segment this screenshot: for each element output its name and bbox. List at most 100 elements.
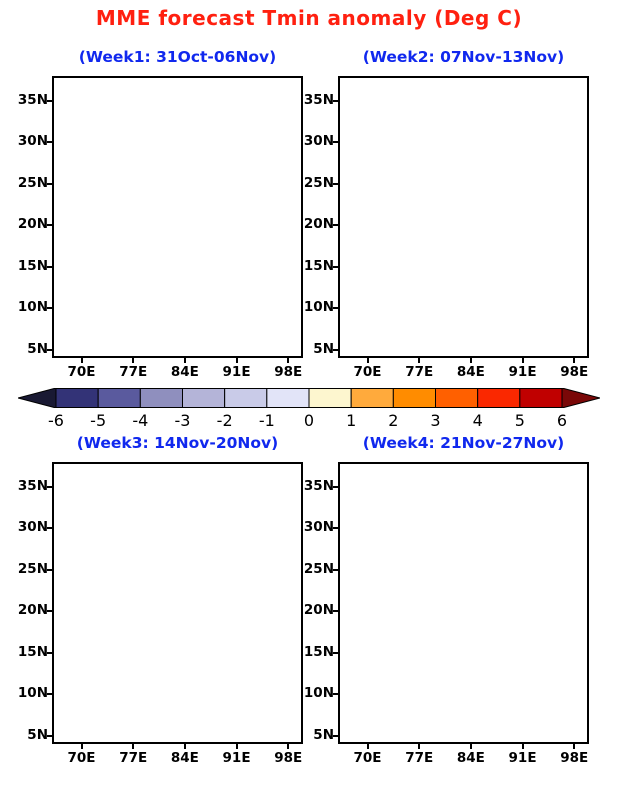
colorbar-tick-label: -1	[258, 411, 275, 430]
y-axis-tick-mark	[333, 651, 339, 654]
x-axis-tick-label: 84E	[456, 364, 485, 380]
x-axis-tick-label: 70E	[67, 364, 96, 380]
y-axis-tick-label: 35N	[17, 91, 48, 108]
x-axis-tick-mark	[366, 357, 369, 363]
x-axis-tick-label: 98E	[560, 750, 589, 766]
y-axis-tick-mark	[333, 99, 339, 102]
y-axis-tick-mark	[333, 224, 339, 227]
colorbar-tick-label: 1	[346, 411, 357, 430]
y-axis-tick-mark	[47, 610, 53, 613]
x-axis-tick-label: 91E	[508, 364, 537, 380]
map-panel-week1	[52, 76, 303, 358]
y-axis-tick-mark	[333, 265, 339, 268]
colorbar-tick-label: -2	[216, 411, 233, 430]
y-axis-tick-label: 25N	[303, 560, 334, 577]
y-axis-tick-mark	[47, 99, 53, 102]
panel-title-week1: (Week1: 31Oct-06Nov)	[78, 48, 277, 66]
y-axis-tick-mark	[47, 182, 53, 185]
x-axis-tick-mark	[469, 743, 472, 749]
x-axis-tick-label: 91E	[222, 750, 251, 766]
x-axis-tick-label: 70E	[67, 750, 96, 766]
x-axis-tick-mark	[366, 743, 369, 749]
y-axis-tick-mark	[333, 610, 339, 613]
y-axis-tick-label: 35N	[303, 91, 334, 108]
x-axis-tick-label: 91E	[508, 750, 537, 766]
x-axis-tick-mark	[573, 743, 576, 749]
plot-frame	[338, 462, 589, 744]
y-axis-tick-label: 25N	[303, 174, 334, 191]
y-axis-tick-label: 20N	[17, 602, 48, 619]
y-axis-tick-mark	[333, 527, 339, 530]
y-axis-tick-mark	[47, 651, 53, 654]
y-axis-tick-mark	[47, 693, 53, 696]
y-axis-tick-label: 5N	[313, 726, 334, 743]
plot-frame	[52, 462, 303, 744]
x-axis-tick-label: 77E	[119, 750, 148, 766]
y-axis-tick-label: 15N	[303, 257, 334, 274]
figure-title: MME forecast Tmin anomaly (Deg C)	[95, 6, 523, 30]
map-panel-week2	[338, 76, 589, 358]
y-axis-tick-mark	[47, 141, 53, 144]
x-axis-tick-label: 98E	[560, 364, 589, 380]
y-axis-tick-label: 10N	[303, 685, 334, 702]
panel-title-week2: (Week2: 07Nov-13Nov)	[362, 48, 565, 66]
y-axis-tick-mark	[333, 307, 339, 310]
y-axis-tick-label: 10N	[17, 685, 48, 702]
colorbar-tick-label: 0	[303, 411, 315, 430]
colorbar	[16, 387, 602, 409]
x-axis-tick-mark	[235, 357, 238, 363]
x-axis-tick-mark	[132, 357, 135, 363]
x-axis-tick-mark	[418, 743, 421, 749]
y-axis-tick-mark	[47, 527, 53, 530]
y-axis-tick-label: 30N	[303, 519, 334, 536]
colorbar-tick-label: 2	[388, 411, 399, 430]
colorbar-tick-label: 5	[514, 411, 525, 430]
y-axis-tick-mark	[47, 224, 53, 227]
y-axis-tick-label: 20N	[303, 602, 334, 619]
map-panel-week4	[338, 462, 589, 744]
x-axis-tick-mark	[80, 357, 83, 363]
x-axis-tick-label: 77E	[405, 750, 434, 766]
x-axis-tick-label: 91E	[222, 364, 251, 380]
y-axis-tick-label: 5N	[27, 340, 48, 357]
y-axis-tick-mark	[333, 693, 339, 696]
colorbar-tick-label: 4	[472, 411, 483, 430]
plot-frame	[52, 76, 303, 358]
x-axis-tick-label: 70E	[353, 750, 382, 766]
y-axis-tick-label: 25N	[17, 174, 48, 191]
x-axis-tick-label: 84E	[170, 364, 199, 380]
y-axis-tick-label: 10N	[303, 299, 334, 316]
x-axis-tick-mark	[287, 743, 290, 749]
x-axis-tick-label: 70E	[353, 364, 382, 380]
y-axis-tick-mark	[47, 485, 53, 488]
x-axis-tick-label: 84E	[170, 750, 199, 766]
colorbar-tick-label: -4	[132, 411, 149, 430]
plot-frame	[338, 76, 589, 358]
y-axis-tick-label: 30N	[17, 133, 48, 150]
x-axis-tick-label: 77E	[119, 364, 148, 380]
x-axis-tick-mark	[235, 743, 238, 749]
x-axis-tick-mark	[183, 357, 186, 363]
colorbar-swatches	[16, 387, 602, 409]
x-axis-tick-mark	[418, 357, 421, 363]
y-axis-tick-mark	[47, 265, 53, 268]
y-axis-tick-label: 20N	[17, 216, 48, 233]
colorbar-tick-label: -5	[90, 411, 107, 430]
x-axis-tick-mark	[183, 743, 186, 749]
y-axis-tick-mark	[333, 348, 339, 351]
y-axis-tick-label: 10N	[17, 299, 48, 316]
x-axis-tick-mark	[287, 357, 290, 363]
x-axis-tick-label: 77E	[405, 364, 434, 380]
x-axis-tick-label: 84E	[456, 750, 485, 766]
colorbar-tick-label: 3	[430, 411, 441, 430]
y-axis-tick-label: 15N	[303, 643, 334, 660]
y-axis-tick-label: 15N	[17, 257, 48, 274]
colorbar-tick-label: -6	[48, 411, 64, 430]
y-axis-tick-mark	[47, 734, 53, 737]
map-panel-week3	[52, 462, 303, 744]
colorbar-tick-label: -3	[174, 411, 191, 430]
y-axis-tick-mark	[333, 182, 339, 185]
x-axis-tick-mark	[521, 357, 524, 363]
y-axis-tick-label: 35N	[303, 477, 334, 494]
panel-title-week3: (Week3: 14Nov-20Nov)	[76, 434, 279, 452]
